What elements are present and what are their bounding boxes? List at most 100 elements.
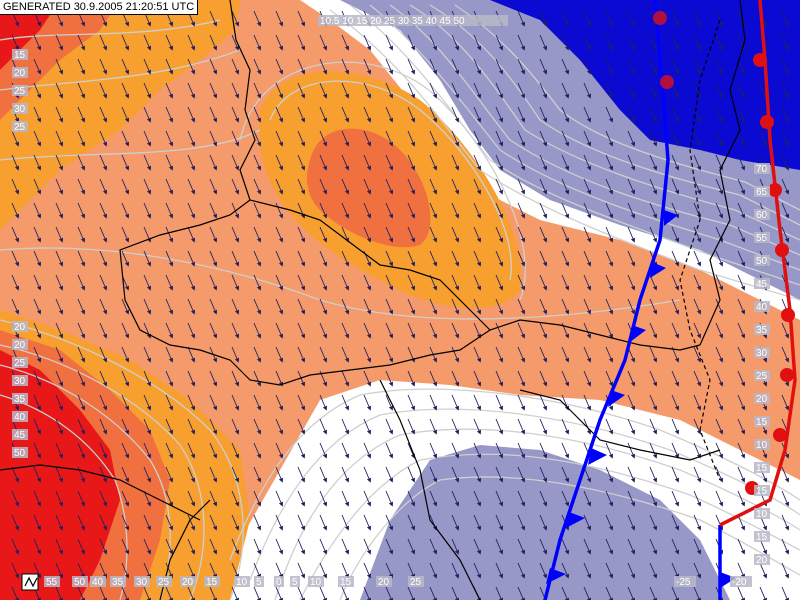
wind-arrow-icon (385, 394, 394, 411)
wind-arrow-icon (33, 394, 42, 411)
wind-arrow-icon (297, 34, 306, 51)
wind-arrow-icon (55, 346, 64, 363)
wind-arrow-icon (627, 202, 636, 219)
wind-arrow-icon (693, 466, 702, 483)
wind-arrow-icon (121, 346, 130, 363)
wind-arrow-icon (583, 418, 592, 435)
wind-arrow-icon (319, 298, 328, 315)
wind-arrow-icon (253, 514, 262, 531)
wind-arrow-icon (165, 394, 174, 411)
wind-arrow-icon (253, 202, 262, 219)
wind-arrow-icon (77, 586, 86, 600)
wind-arrow-icon (781, 562, 790, 579)
contour-label: 35 (754, 324, 770, 336)
wind-arrow-icon (231, 178, 240, 195)
wind-arrow-icon (341, 58, 350, 75)
wind-arrow-icon (605, 346, 614, 363)
wind-arrow-icon (143, 202, 152, 219)
wind-arrow-icon (583, 178, 592, 195)
wind-arrow-icon (99, 418, 108, 435)
wind-arrow-icon (561, 586, 570, 600)
wind-arrow-icon (231, 10, 240, 27)
svg-text:25: 25 (756, 371, 768, 382)
wind-arrow-icon (77, 322, 86, 339)
wind-arrow-icon (55, 274, 64, 291)
wind-arrow-icon (341, 442, 350, 459)
wind-arrow-icon (671, 130, 680, 147)
wind-arrow-icon (319, 322, 328, 339)
wind-arrow-icon (605, 322, 614, 339)
svg-text:15: 15 (206, 577, 218, 588)
wind-arrow-icon (77, 298, 86, 315)
wind-arrow-icon (121, 154, 130, 171)
wind-arrow-icon (253, 442, 262, 459)
wind-arrow-icon (451, 58, 460, 75)
wind-arrow-icon (693, 10, 702, 27)
contour-label: 20 (12, 321, 28, 333)
wind-arrow-icon (407, 418, 416, 435)
wind-arrow-icon (121, 202, 130, 219)
wind-arrow-icon (473, 322, 482, 339)
wind-arrow-icon (781, 514, 790, 531)
wind-arrow-icon (121, 490, 130, 507)
wind-arrow-icon (451, 442, 460, 459)
wind-arrow-icon (649, 178, 658, 195)
wind-arrow-icon (495, 202, 504, 219)
wind-arrow-icon (253, 34, 262, 51)
wind-arrow-icon (385, 490, 394, 507)
contour-label: 55 (754, 232, 770, 244)
wind-arrow-icon (231, 538, 240, 555)
wind-arrow-icon (165, 178, 174, 195)
wind-arrow-icon (759, 130, 768, 147)
wind-arrow-icon (517, 130, 526, 147)
wind-arrow-icon (319, 34, 328, 51)
wind-arrow-icon (99, 394, 108, 411)
wind-arrow-icon (209, 154, 218, 171)
contour-label: 25 (156, 576, 172, 588)
svg-text:20: 20 (14, 340, 26, 351)
contour-label: 45 (754, 278, 770, 290)
wind-arrow-icon (55, 538, 64, 555)
wind-arrow-icon (253, 274, 262, 291)
wind-arrow-icon (583, 10, 592, 27)
wind-arrow-icon (99, 442, 108, 459)
svg-text:25: 25 (158, 577, 170, 588)
svg-text:5: 5 (256, 577, 262, 588)
wind-arrow-icon (495, 514, 504, 531)
wind-arrow-icon (781, 82, 790, 99)
wind-arrow-icon (605, 418, 614, 435)
wind-arrow-icon (275, 490, 284, 507)
wind-arrow-icon (253, 226, 262, 243)
wind-arrow-icon (209, 298, 218, 315)
wind-arrow-icon (737, 274, 746, 291)
contour-label: 60 (754, 209, 770, 221)
wind-arrow-icon (33, 346, 42, 363)
wind-arrow-icon (55, 226, 64, 243)
wind-arrow-icon (99, 586, 108, 600)
wind-arrow-icon (539, 418, 548, 435)
wind-arrow-icon (649, 514, 658, 531)
wind-arrow-icon (33, 538, 42, 555)
wind-arrow-icon (77, 442, 86, 459)
wind-arrow-icon (473, 442, 482, 459)
wind-arrow-icon (253, 58, 262, 75)
wind-arrow-icon (605, 442, 614, 459)
wind-arrow-icon (231, 514, 240, 531)
wind-arrow-icon (693, 130, 702, 147)
wind-arrow-icon (385, 274, 394, 291)
wind-arrow-icon (341, 154, 350, 171)
wind-arrow-icon (737, 442, 746, 459)
wind-arrow-icon (781, 178, 790, 195)
wind-arrow-icon (341, 490, 350, 507)
wind-arrow-icon (341, 562, 350, 579)
wind-arrow-icon (649, 418, 658, 435)
wind-arrow-icon (715, 202, 724, 219)
wind-arrow-icon (231, 250, 240, 267)
wind-arrow-icon (671, 250, 680, 267)
wind-arrow-icon (297, 106, 306, 123)
wind-arrow-icon (363, 466, 372, 483)
wind-arrow-icon (429, 538, 438, 555)
wind-arrow-icon (209, 274, 218, 291)
wind-arrow-icon (451, 346, 460, 363)
wind-arrow-icon (693, 154, 702, 171)
